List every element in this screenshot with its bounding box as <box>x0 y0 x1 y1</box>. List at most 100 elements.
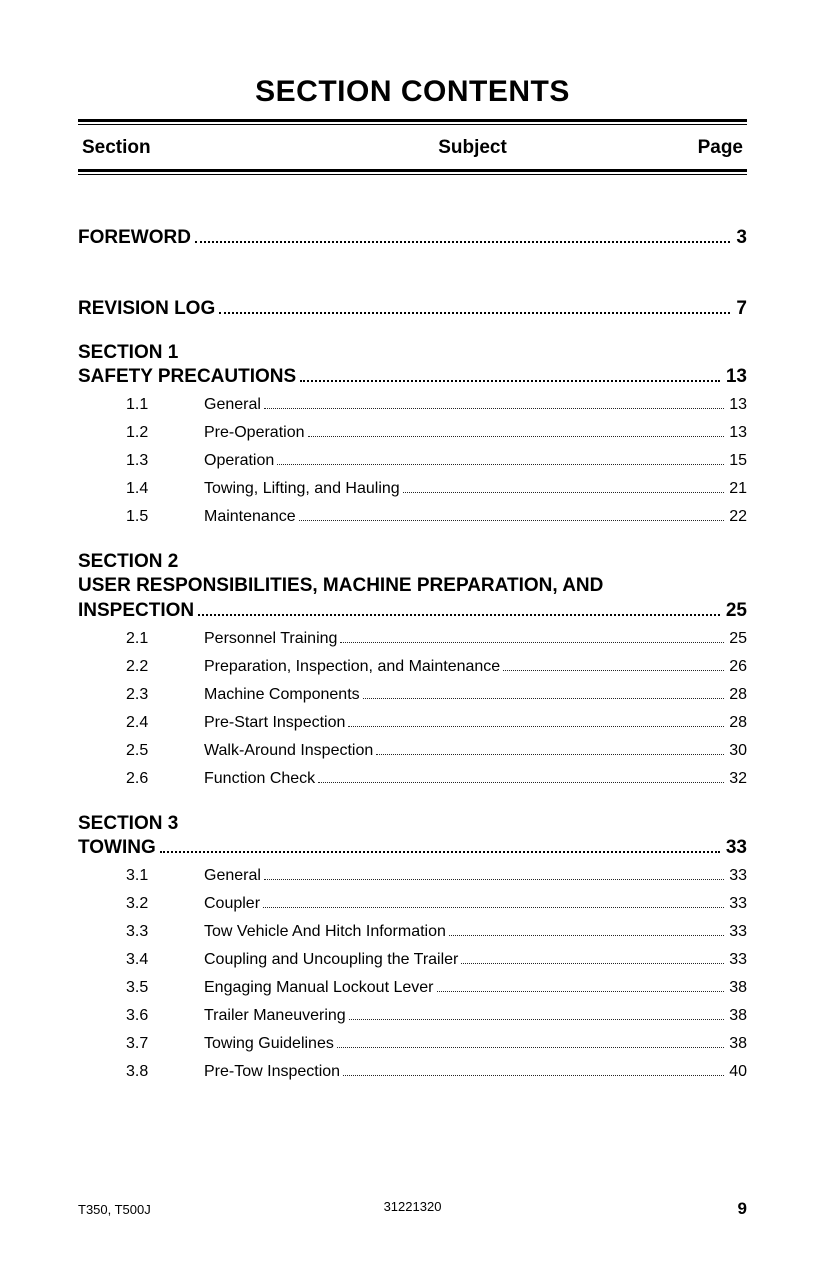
section-title-row: SAFETY PRECAUTIONS 13 <box>78 364 747 391</box>
toc-sub-page: 21 <box>727 475 747 503</box>
toc-sub-page: 13 <box>727 391 747 419</box>
toc-sub-entry: 1.2Pre-Operation13 <box>78 419 747 447</box>
footer-left: T350, T500J <box>78 1202 151 1217</box>
toc-sub-num: 3.4 <box>126 946 204 974</box>
section-title-row: TOWING33 <box>78 835 747 862</box>
toc-sub-page: 38 <box>727 1002 747 1030</box>
toc-sub-page: 33 <box>727 918 747 946</box>
dot-leader <box>503 657 724 671</box>
toc-sub-entry: 3.3Tow Vehicle And Hitch Information 33 <box>78 918 747 946</box>
toc-sub-page: 15 <box>727 447 747 475</box>
toc-sub-page: 33 <box>727 946 747 974</box>
toc-sub-entry: 3.1General33 <box>78 862 747 890</box>
toc-sub-num: 3.6 <box>126 1002 204 1030</box>
toc-sub-num: 3.7 <box>126 1030 204 1058</box>
toc-sub-entry: 1.3Operation 15 <box>78 447 747 475</box>
section-kicker: SECTION 3 <box>78 813 747 835</box>
toc-sub-title: Preparation, Inspection, and Maintenance <box>204 653 500 681</box>
toc-sub-num: 1.1 <box>126 391 204 419</box>
dot-leader <box>219 297 730 314</box>
toc-sub-entry: 2.2Preparation, Inspection, and Maintena… <box>78 653 747 681</box>
toc-section-header: SECTION 2USER RESPONSIBILITIES, MACHINE … <box>78 551 747 625</box>
dot-leader <box>343 1061 724 1075</box>
toc-sub-title: Towing Guidelines <box>204 1030 334 1058</box>
footer-center: 31221320 <box>384 1199 442 1214</box>
dot-leader <box>349 1005 725 1019</box>
dot-leader <box>264 865 724 879</box>
toc-sub-num: 2.1 <box>126 625 204 653</box>
toc-sub-title: General <box>204 862 261 890</box>
toc-sub-num: 2.5 <box>126 737 204 765</box>
toc-sub-entry: 2.4Pre-Start Inspection28 <box>78 709 747 737</box>
dot-leader <box>264 394 724 408</box>
dot-leader <box>348 713 724 727</box>
toc-sub-title: Pre-Start Inspection <box>204 709 345 737</box>
dot-leader <box>376 741 724 755</box>
toc-sub-page: 28 <box>727 681 747 709</box>
toc-sub-num: 3.3 <box>126 918 204 946</box>
dot-leader <box>263 893 724 907</box>
toc-sub-num: 1.5 <box>126 503 204 531</box>
toc-sub-title: Machine Components <box>204 681 360 709</box>
toc-sub-title: Walk-Around Inspection <box>204 737 373 765</box>
toc-title: SAFETY PRECAUTIONS <box>78 364 296 391</box>
toc-sub-num: 2.4 <box>126 709 204 737</box>
toc-section-header: SECTION 3TOWING33 <box>78 813 747 862</box>
toc-sub-num: 1.4 <box>126 475 204 503</box>
toc-sub-title: Function Check <box>204 765 315 793</box>
toc-sub-num: 3.5 <box>126 974 204 1002</box>
toc-sub-page: 40 <box>727 1058 747 1086</box>
toc-sub-num: 3.2 <box>126 890 204 918</box>
toc-title: REVISION LOG <box>78 296 215 323</box>
toc-sub-page: 38 <box>727 974 747 1002</box>
header-page: Page <box>643 137 743 159</box>
section-title-row: INSPECTION25 <box>78 598 747 625</box>
toc-sub-entry: 3.5Engaging Manual Lockout Lever 38 <box>78 974 747 1002</box>
toc-major-entry: FOREWORD 3 <box>78 225 747 252</box>
toc-sub-entry: 1.1General 13 <box>78 391 747 419</box>
page-footer: T350, T500J 31221320 9 <box>78 1199 747 1219</box>
toc-header-row: Section Subject Page <box>78 137 747 159</box>
toc-major-entry: REVISION LOG7 <box>78 296 747 323</box>
toc-page: 13 <box>724 364 747 391</box>
toc-page: 3 <box>734 225 747 252</box>
toc-sub-entry: 1.4Towing, Lifting, and Hauling 21 <box>78 475 747 503</box>
toc-sub-title: Maintenance <box>204 503 296 531</box>
toc-sub-entry: 2.5Walk-Around Inspection 30 <box>78 737 747 765</box>
toc-title: FOREWORD <box>78 225 191 252</box>
toc-section-header: SECTION 1SAFETY PRECAUTIONS13 <box>78 342 747 391</box>
header-section: Section <box>82 137 302 159</box>
dot-leader <box>437 977 725 991</box>
toc-page: 33 <box>724 835 747 862</box>
toc-sub-num: 2.2 <box>126 653 204 681</box>
page-title: SECTION CONTENTS <box>78 75 747 109</box>
dot-leader <box>340 629 724 643</box>
toc-sub-num: 2.3 <box>126 681 204 709</box>
toc-sub-page: 33 <box>727 890 747 918</box>
toc-sub-title: Tow Vehicle And Hitch Information <box>204 918 446 946</box>
toc-sub-title: Pre-Operation <box>204 419 305 447</box>
toc-sub-title: Operation <box>204 447 274 475</box>
dot-leader <box>318 769 724 783</box>
toc-sub-title: General <box>204 391 261 419</box>
dot-leader <box>403 478 725 492</box>
dot-leader <box>160 836 720 853</box>
header-subject: Subject <box>302 137 643 159</box>
toc-sub-title: Towing, Lifting, and Hauling <box>204 475 400 503</box>
toc-sub-entry: 3.4Coupling and Uncoupling the Trailer33 <box>78 946 747 974</box>
dot-leader <box>449 921 724 935</box>
toc-sub-entry: 2.6Function Check32 <box>78 765 747 793</box>
dot-leader <box>300 365 720 382</box>
toc-sub-page: 22 <box>727 503 747 531</box>
toc-sub-page: 32 <box>727 765 747 793</box>
toc-group: SECTION 2USER RESPONSIBILITIES, MACHINE … <box>78 551 747 793</box>
toc-sub-entry: 3.8Pre-Tow Inspection40 <box>78 1058 747 1086</box>
toc-sub-page: 30 <box>727 737 747 765</box>
dot-leader <box>195 226 730 243</box>
toc-sub-num: 1.3 <box>126 447 204 475</box>
toc-sub-entry: 2.1Personnel Training25 <box>78 625 747 653</box>
toc-sub-title: Engaging Manual Lockout Lever <box>204 974 434 1002</box>
toc-group: REVISION LOG7 <box>78 296 747 323</box>
toc-group: FOREWORD 3 <box>78 225 747 252</box>
toc-sub-title: Pre-Tow Inspection <box>204 1058 340 1086</box>
